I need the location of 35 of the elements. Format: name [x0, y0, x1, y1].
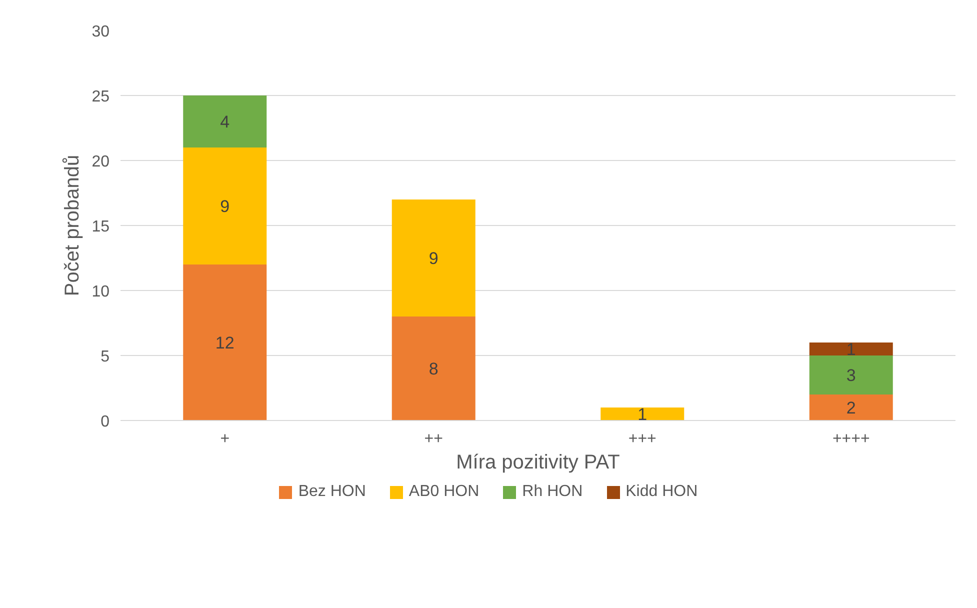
x-tick-label: ++	[424, 430, 443, 448]
bar	[809, 356, 893, 394]
data-label: 3	[846, 366, 856, 385]
bar	[183, 148, 267, 264]
x-tick-label: ++++	[832, 430, 870, 448]
bar	[183, 96, 267, 148]
y-tick-label: 20	[92, 154, 110, 170]
data-label: 8	[428, 360, 438, 378]
x-axis-title: Míra pozitivity PAT	[456, 452, 620, 474]
data-label: 12	[215, 334, 234, 352]
legend-label: Kidd HON	[624, 482, 698, 502]
y-tick-label: 0	[100, 414, 110, 430]
bar	[392, 316, 476, 420]
bar	[183, 264, 267, 420]
data-label: 1	[846, 340, 856, 359]
bar	[809, 342, 893, 356]
y-tick-label: 15	[92, 218, 110, 236]
y-tick-label: 25	[92, 88, 110, 106]
data-label: 9	[428, 249, 438, 268]
legend-label: AB0 HON	[408, 482, 480, 502]
y-tick-label: 30	[92, 24, 110, 40]
x-tick-label: +	[220, 430, 230, 448]
bar	[809, 394, 893, 420]
bar	[600, 408, 684, 420]
x-tick-label: +++	[628, 430, 656, 448]
bar	[392, 200, 476, 316]
data-label: 4	[220, 112, 230, 132]
legend-label: Bez HON	[297, 482, 366, 502]
y-tick-label: 10	[92, 284, 110, 300]
data-label: 9	[220, 197, 230, 216]
data-label: 1	[638, 405, 648, 424]
y-axis-title: Počet probandů	[62, 154, 84, 296]
legend-label: Rh HON	[521, 482, 583, 502]
y-tick-label: 5	[100, 348, 110, 366]
data-label: 2	[846, 398, 856, 418]
